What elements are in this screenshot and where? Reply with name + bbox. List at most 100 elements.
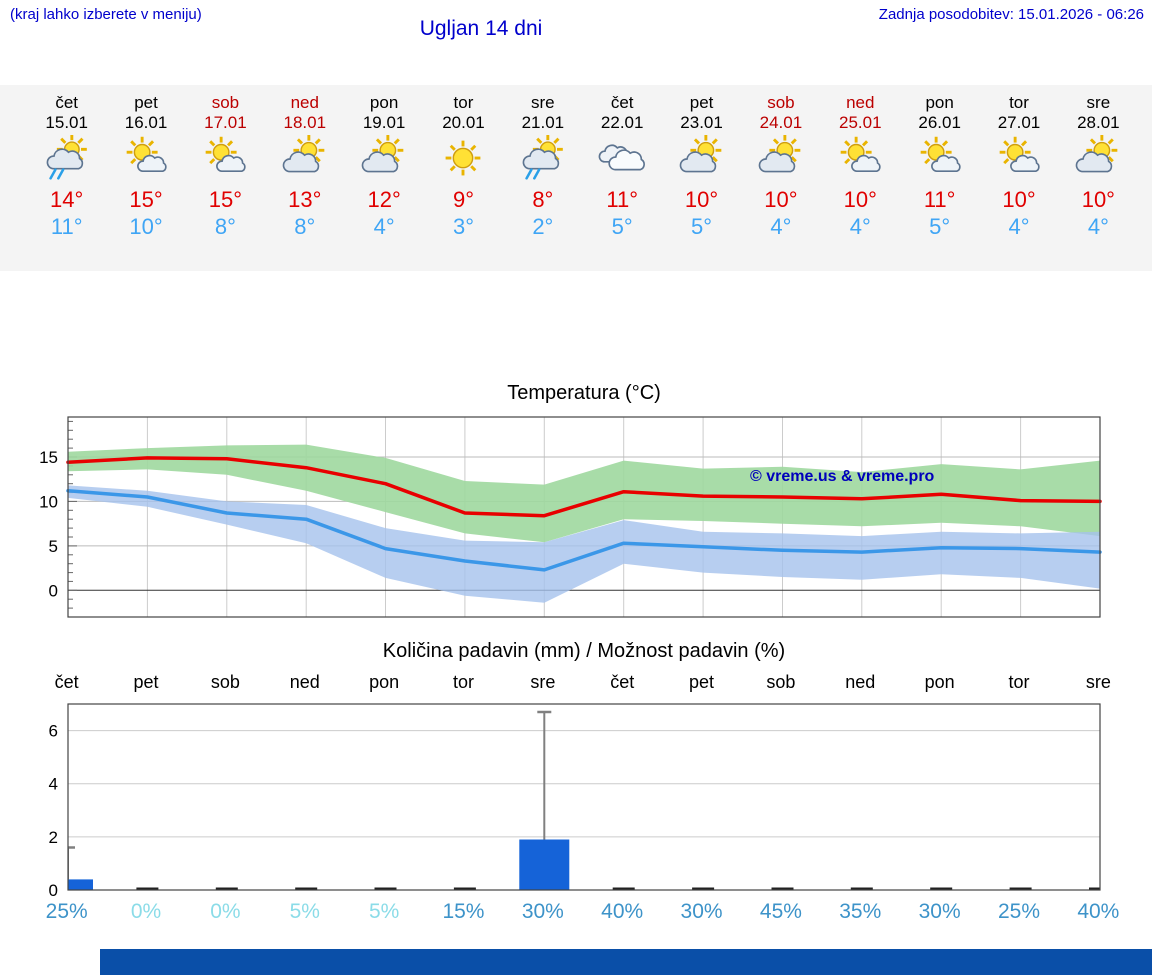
day-name: čet: [55, 93, 79, 112]
day-date: 21.01: [521, 113, 565, 132]
clouds-icon: [583, 135, 662, 185]
precip-probability: 30%: [680, 900, 723, 923]
precip-probability: 15%: [442, 900, 485, 923]
precip-day-label: čet: [610, 672, 635, 692]
precip-day-label: tor: [452, 672, 474, 692]
day-name: pon: [369, 93, 399, 112]
day-high-temp: 11°: [606, 187, 639, 212]
precip-probability: 35%: [839, 900, 882, 923]
day-date: 19.01: [362, 113, 406, 132]
day-name: tor: [1009, 93, 1029, 112]
day-low-temp: 4°: [770, 214, 792, 239]
svg-text:10: 10: [39, 492, 58, 511]
day-name: sob: [211, 93, 240, 112]
precip-day-label: ned: [845, 672, 876, 692]
svg-text:2: 2: [49, 828, 58, 847]
precip-day-label: pon: [924, 672, 955, 692]
day-low-temp: 2°: [532, 214, 554, 239]
day-low-temp: 5°: [611, 214, 633, 239]
day-date: 28.01: [1077, 113, 1120, 132]
day-high-temp: 10°: [843, 187, 877, 212]
precip-day-label: pet: [133, 672, 159, 692]
forecast-day-column: pet 23.01 10° 5°: [662, 85, 741, 271]
day-high-temp: 10°: [1081, 187, 1115, 212]
day-low-temp: 4°: [373, 214, 395, 239]
day-low-temp: 8°: [294, 214, 316, 239]
day-date: 18.01: [283, 113, 327, 132]
footer-bar: [100, 949, 1152, 975]
precip-probability: 25%: [45, 900, 88, 923]
day-high-temp: 13°: [288, 187, 322, 212]
sun-cloud-big-icon: [344, 134, 423, 185]
day-low-temp: 5°: [929, 214, 951, 239]
precip-probability: 30%: [918, 900, 961, 923]
day-date: 27.01: [997, 113, 1041, 132]
svg-text:15: 15: [39, 448, 58, 467]
forecast-day-column: čet 22.01 11° 5°: [583, 85, 662, 271]
day-high-temp: 10°: [1002, 187, 1036, 212]
sun-cloud-icon: [821, 135, 900, 185]
precip-day-label: ned: [289, 672, 320, 692]
precipitation-chart-title: Količina padavin (mm) / Možnost padavin …: [382, 640, 786, 662]
day-high-temp: 8°: [532, 187, 554, 212]
day-low-temp: 8°: [214, 214, 236, 239]
precip-day-label: sre: [530, 672, 556, 692]
precip-probability: 40%: [1077, 900, 1120, 923]
day-name: pet: [134, 93, 158, 112]
day-date: 24.01: [759, 113, 803, 132]
precip-day-label: sre: [1085, 672, 1111, 692]
day-high-temp: 15°: [208, 187, 243, 212]
precip-probability: 40%: [601, 900, 644, 923]
day-high-temp: 15°: [129, 187, 163, 212]
day-high-temp: 9°: [452, 187, 474, 212]
sun-cloud-rain-icon: [27, 134, 106, 185]
precip-day-label: tor: [1008, 672, 1030, 692]
watermark: © vreme.us & vreme.pro: [750, 468, 935, 485]
forecast-day-column: sob 24.01 10° 4°: [741, 85, 820, 271]
sun-cloud-icon: [186, 135, 265, 185]
day-name: ned: [846, 93, 875, 112]
day-name: pon: [925, 93, 954, 112]
day-high-temp: 10°: [764, 187, 798, 212]
svg-text:5: 5: [49, 537, 58, 556]
day-date: 22.01: [600, 113, 644, 132]
precip-day-label: sob: [210, 672, 240, 692]
day-high-temp: 12°: [367, 187, 401, 212]
precip-probabilities: 25% 0% 0% 5% 5% 15% 30% 40% 30% 45% 35% 30% 25% 40%: [0, 900, 1152, 924]
forecast-day-column: tor 27.01 10° 4°: [979, 85, 1058, 271]
sun-cloud-icon: [106, 135, 185, 185]
svg-text:0: 0: [49, 581, 58, 600]
forecast-strip: čet 15.01 14° 11° pet 16.01 15° 10° sob 17.01 15° 8…: [0, 85, 1152, 271]
precip-day-label: čet: [54, 672, 79, 692]
day-low-temp: 4°: [1008, 214, 1030, 239]
temperature-chart-title: Temperatura (°C): [507, 382, 661, 404]
sun-cloud-big-icon: [741, 134, 820, 185]
day-name: tor: [453, 93, 474, 112]
sun-cloud-big-icon: [662, 134, 741, 185]
day-date: 23.01: [680, 113, 723, 132]
sun-cloud-big-icon: [1059, 134, 1138, 185]
svg-text:0: 0: [49, 881, 58, 900]
forecast-day-column: tor 20.01 9° 3°: [424, 85, 503, 271]
precip-day-labels: čet pet sob ned pon tor sre čet pet sob ned pon tor s…: [0, 672, 1152, 693]
precip-day-label: sob: [766, 672, 796, 692]
precip-day-label: pet: [689, 672, 715, 692]
forecast-day-column: ned 25.01 10° 4°: [821, 85, 900, 271]
day-low-temp: 4°: [849, 214, 871, 239]
day-high-temp: 11°: [923, 187, 956, 212]
precip-probability: 25%: [997, 900, 1040, 923]
last-update-label: Zadnja posodobitev: 15.01.2026 - 06:26: [878, 6, 1144, 23]
day-name: sre: [1086, 93, 1111, 112]
forecast-day-column: pon 19.01 12° 4°: [344, 85, 423, 271]
precip-probability: 5%: [368, 900, 400, 923]
day-name: sob: [767, 93, 795, 112]
day-low-temp: 11°: [50, 214, 83, 239]
temperature-chart: 0 5 10 15 © vreme.us & vreme.pro: [39, 416, 1102, 618]
precip-probability: 0%: [130, 900, 162, 923]
forecast-day-column: sre 21.01 8° 2°: [503, 85, 582, 271]
day-low-temp: 4°: [1087, 214, 1109, 239]
sun-cloud-icon: [979, 135, 1058, 185]
day-date: 17.01: [204, 113, 247, 132]
day-date: 15.01: [45, 113, 88, 132]
